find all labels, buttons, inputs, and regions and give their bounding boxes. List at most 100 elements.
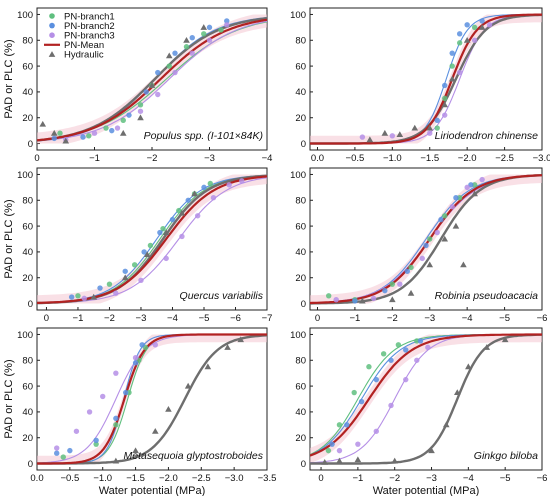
species-label: Quercus variabilis <box>180 290 264 302</box>
hydraulic-point <box>119 129 127 136</box>
pn-point <box>169 216 176 223</box>
pn-point <box>442 82 448 89</box>
pn-point <box>157 229 163 236</box>
x-tick-label: −5 <box>499 313 510 324</box>
x-tick-label: −1.5 <box>126 473 145 484</box>
hydraulic-point <box>465 363 472 370</box>
species-label: Metasequoia glyptostroboides <box>123 450 263 462</box>
hydraulic-point <box>204 363 212 370</box>
plot-frame <box>36 327 268 471</box>
hydraulic-point <box>162 229 170 236</box>
hydraulic-point <box>184 382 192 389</box>
legend-label: PN-Mean <box>64 40 104 51</box>
hydraulic-point <box>143 251 151 257</box>
x-tick-label: 0.0 <box>311 153 324 164</box>
pn-point <box>333 296 339 303</box>
pn-point <box>139 342 145 348</box>
pn-point <box>395 342 402 348</box>
pn-point <box>352 298 358 304</box>
hydraulic-point <box>460 261 467 268</box>
x-tick-label: −3 <box>204 153 215 164</box>
pn-point <box>449 204 455 210</box>
pn-point <box>113 370 119 376</box>
plot-frame <box>36 167 268 311</box>
pn-point <box>471 37 478 43</box>
x-tick-label: −1 <box>73 313 84 324</box>
pn-point <box>106 281 113 287</box>
pn-point <box>141 249 147 255</box>
hydraulic-point <box>90 293 98 300</box>
pn-point <box>114 125 121 131</box>
pn-point <box>373 376 379 383</box>
hydraulic-point <box>478 24 486 30</box>
branch3-fit-curve <box>37 20 267 142</box>
pn-point <box>397 281 403 287</box>
hydraulic-point <box>137 114 144 121</box>
pn-point <box>97 285 103 291</box>
species-label: Robinia pseudoacacia <box>435 290 538 302</box>
x-tick-label: −2 <box>104 313 115 324</box>
hydraulic-point <box>501 336 509 343</box>
x-tick-label: −6 <box>537 473 548 484</box>
pn-point <box>423 242 429 249</box>
x-tick-label: −3.0 <box>533 153 550 164</box>
plot-content <box>310 174 542 305</box>
hydraulic-point <box>165 52 173 59</box>
y-axis-title: PAD or PLC (%) <box>3 39 15 118</box>
y-axis-title: PAD or PLC (%) <box>3 199 15 278</box>
branch3-fit-curve <box>37 333 267 464</box>
y-tick-label: 80 <box>295 196 306 207</box>
pn-point <box>226 182 232 188</box>
pn-point <box>100 393 106 400</box>
pn-point <box>113 415 119 422</box>
pn-point <box>239 178 245 184</box>
species-label: Ginkgo biloba <box>474 450 538 462</box>
pn-point <box>113 290 119 296</box>
x-tick-label: −1 <box>349 313 360 324</box>
mean-confidence-band <box>37 174 267 304</box>
pn-point <box>60 454 66 460</box>
pn-point <box>131 262 138 268</box>
pn-point <box>382 287 388 294</box>
branch1-fit-curve <box>37 175 267 304</box>
pn-point <box>137 108 144 114</box>
hydraulic-fit-curve <box>37 334 267 465</box>
legend-label: PN-branch3 <box>64 31 115 42</box>
pn-point <box>414 357 420 363</box>
plot-frame <box>309 167 543 311</box>
legend-label: Hydraulic <box>64 50 104 61</box>
legend-label: PN-branch2 <box>64 21 115 32</box>
branch2-fit-curve <box>37 174 267 304</box>
pn-point <box>189 34 195 41</box>
x-tick-label: −1 <box>352 473 363 484</box>
hydraulic-point <box>483 344 491 350</box>
pn-point <box>479 176 485 183</box>
x-tick-label: 0 <box>44 313 49 324</box>
x-tick-label: −6 <box>230 313 241 324</box>
panel-quercus: 0 20 40 60 80 100 0 −1 −2 −3 −4 −5 −6 −7 Quercus varia… <box>3 167 272 324</box>
y-tick-label: 20 <box>22 273 33 284</box>
legend: PN-branch1PN-branch2PN-branch3PN-MeanHyd… <box>44 11 115 61</box>
pn-point <box>103 125 109 131</box>
pn-point <box>404 268 410 274</box>
pn-point <box>122 268 128 274</box>
pn-point <box>417 338 424 344</box>
branch3-fit-curve <box>37 177 267 304</box>
pn-point <box>388 402 394 409</box>
x-tick-label: −1.0 <box>93 473 112 484</box>
species-label: Populus spp. (I-101×84K) <box>144 130 263 142</box>
x-tick-label: −4 <box>462 313 473 324</box>
pn-point <box>479 18 485 24</box>
pn-point <box>336 447 343 454</box>
pn-point <box>456 40 463 46</box>
x-tick-label: −1.5 <box>420 153 439 164</box>
pn-point <box>73 428 80 434</box>
x-tick-label: −3.5 <box>258 473 277 484</box>
pn-point <box>123 389 129 396</box>
pn-point <box>351 389 357 396</box>
pn-point <box>408 264 414 271</box>
pn-point <box>179 233 185 240</box>
pn-point <box>207 180 213 187</box>
panel-ginkgo: 0 20 40 60 80 100 0 −1 −2 −3 −4 −5 −6 Ginkgo biloba Wa… <box>290 327 548 496</box>
